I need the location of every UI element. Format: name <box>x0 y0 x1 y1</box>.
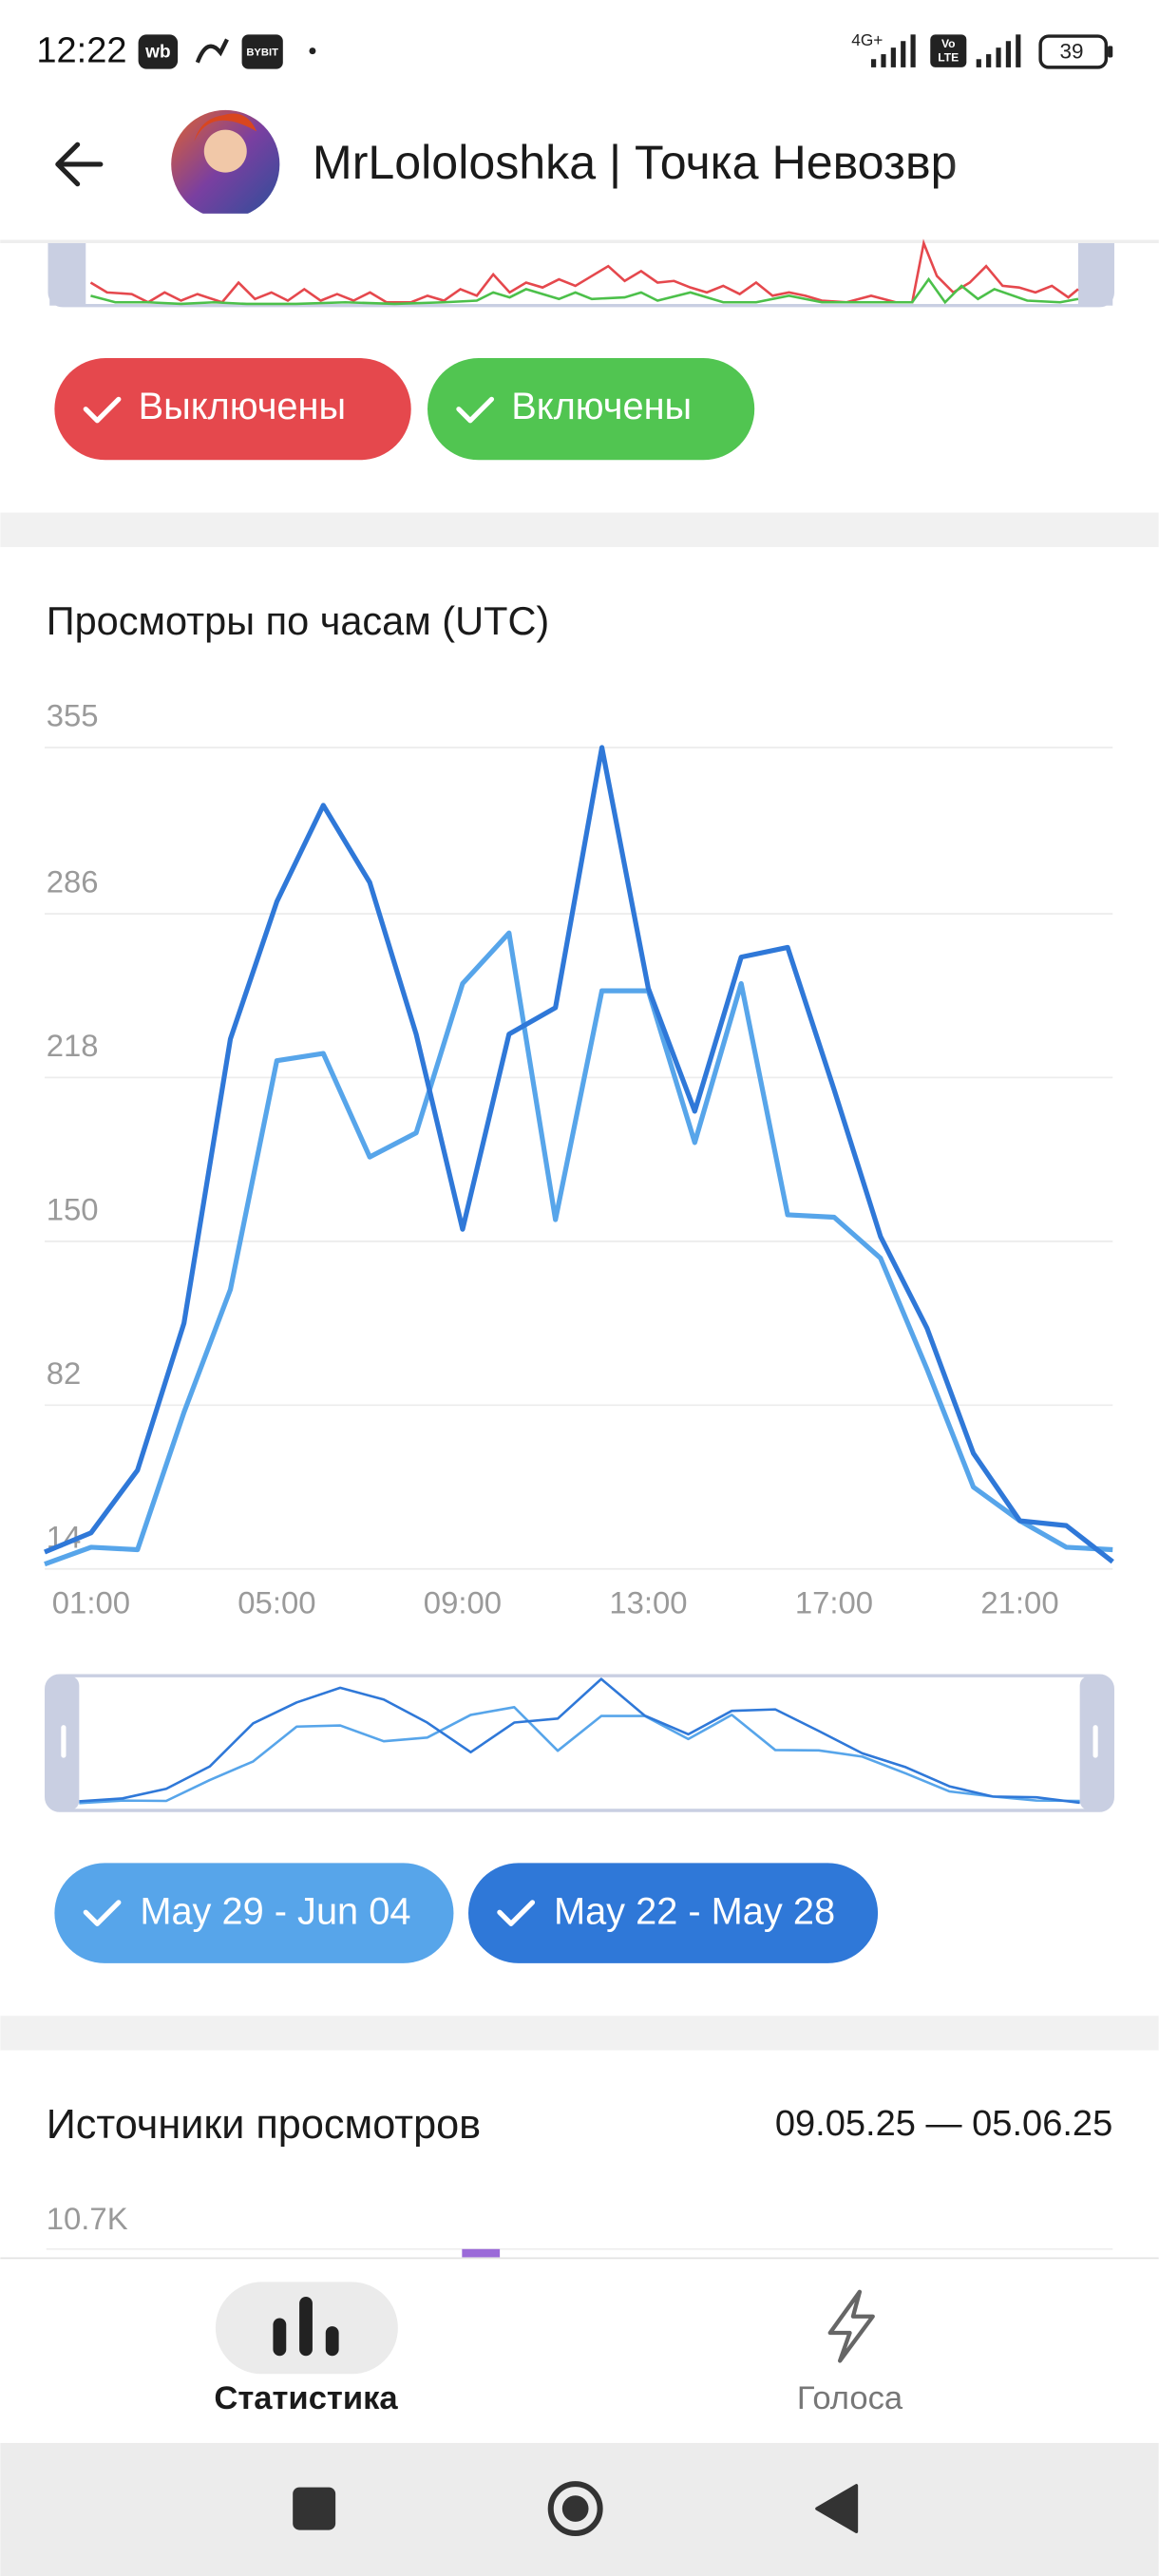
preview-line <box>90 276 1079 306</box>
nav-label[interactable]: Статистика <box>214 2380 398 2416</box>
status-icon <box>241 34 283 69</box>
date-range[interactable]: 09.05.25 — 05.06.25 <box>775 2104 1112 2144</box>
chart-title: Просмотры по часам (UTC) <box>47 598 550 643</box>
battery-tip <box>1108 46 1113 58</box>
recents-button[interactable] <box>293 2487 336 2530</box>
cover <box>0 213 1159 242</box>
signal-icon <box>871 34 1021 67</box>
status-icon <box>138 34 179 69</box>
status-icon-label: wb <box>144 42 170 62</box>
section-title: Источники просмотров <box>47 2102 481 2148</box>
volte-icon <box>930 34 967 67</box>
network-label: 4G+ <box>851 30 883 49</box>
section-divider <box>0 2016 1159 2051</box>
volte-label: Vo <box>941 37 956 50</box>
check-icon <box>83 1900 122 1926</box>
x-tick-label: 01:00 <box>52 1584 130 1619</box>
handle-grip <box>61 1725 66 1758</box>
legend-label[interactable]: May 29 - Jun 04 <box>140 1890 410 1932</box>
filter-chip[interactable] <box>428 358 755 461</box>
preview-line <box>89 238 1079 304</box>
volte-label: LTE <box>938 51 959 65</box>
legend-item[interactable]: May 29 - Jun 04 <box>54 1863 454 1963</box>
y-tick-label: 355 <box>47 698 99 733</box>
back-nav-button[interactable] <box>815 2484 859 2534</box>
avatar-face <box>203 129 247 173</box>
navigator-handle[interactable] <box>1077 242 1113 306</box>
filter-chip-label[interactable]: Выключены <box>139 386 346 427</box>
x-tick-label: 21:00 <box>980 1584 1058 1619</box>
nav-label[interactable]: Голоса <box>797 2380 903 2416</box>
series-line <box>44 745 1114 1564</box>
navigator-line <box>79 1677 1080 1805</box>
legend: May 29 - Jun 04 May 22 - May 28 <box>54 1863 879 1963</box>
x-tick-label: 17:00 <box>795 1584 873 1619</box>
bottom-nav <box>0 2257 1159 2443</box>
check-icon <box>456 396 495 424</box>
legend-label[interactable]: May 22 - May 28 <box>554 1890 835 1932</box>
check-icon <box>497 1900 536 1926</box>
status-dot <box>309 47 316 55</box>
status-icon <box>195 38 229 64</box>
bar-top <box>462 2248 501 2258</box>
y-tick-label: 286 <box>47 864 99 900</box>
battery <box>1038 34 1109 69</box>
header-shadow <box>0 239 1159 243</box>
back-button[interactable] <box>55 142 104 187</box>
avatar-hair <box>194 113 257 142</box>
series-line <box>44 930 1113 1567</box>
navigator-line <box>79 1706 1080 1805</box>
home-button[interactable] <box>547 2481 603 2537</box>
navigator-preview <box>79 1677 1080 1805</box>
x-tick-label: 09:00 <box>424 1584 502 1619</box>
legend-chip[interactable] <box>54 1863 454 1963</box>
navigator-frame <box>45 1674 1114 1812</box>
legend-chip[interactable] <box>468 1863 879 1963</box>
y-tick-label: 218 <box>47 1028 99 1063</box>
y-tick-label: 82 <box>47 1355 82 1391</box>
y-tick-label: 10.7K <box>47 2201 128 2236</box>
stats-icon <box>273 2296 339 2357</box>
header-title: MrLololoshka | Точка Невозвр <box>313 136 958 189</box>
filter-chip-label[interactable]: Включены <box>511 386 692 427</box>
check-icon <box>83 396 122 424</box>
battery-level: 39 <box>1060 39 1084 63</box>
section-divider <box>0 512 1159 547</box>
title-fade <box>944 115 1019 214</box>
handle-grip <box>1092 1725 1098 1758</box>
x-tick-label: 05:00 <box>238 1584 315 1619</box>
home-dot <box>561 2495 589 2522</box>
y-tick-label: 150 <box>47 1191 99 1226</box>
status-time: 12:22 <box>36 30 126 70</box>
votes-icon <box>827 2289 875 2363</box>
filter-chip[interactable] <box>54 358 411 461</box>
status-icon-label: BYBIT <box>246 47 278 58</box>
legend-item[interactable]: May 22 - May 28 <box>468 1863 879 1963</box>
x-tick-label: 13:00 <box>609 1584 687 1619</box>
navigator-handle[interactable] <box>49 242 86 306</box>
